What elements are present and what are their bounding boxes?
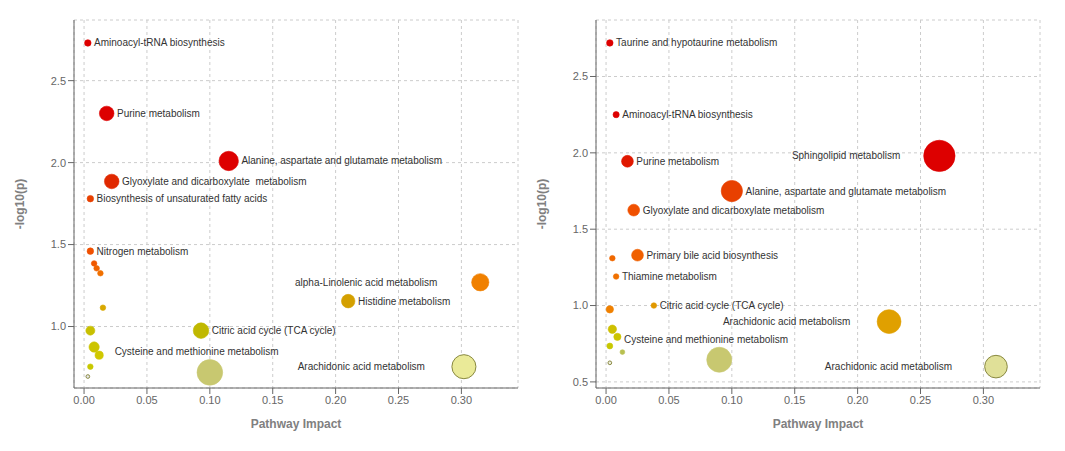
svg-text:Cysteine and methionine metabo: Cysteine and methionine metabolism: [624, 334, 788, 345]
svg-text:Sphingolipid metabolism: Sphingolipid metabolism: [792, 150, 900, 161]
svg-text:0.15: 0.15: [784, 394, 805, 406]
svg-text:2.0: 2.0: [51, 157, 66, 169]
svg-text:Cysteine and methionine metabo: Cysteine and methionine metabolism: [115, 346, 279, 357]
svg-text:Histidine metabolism: Histidine metabolism: [358, 296, 450, 307]
svg-text:1.0: 1.0: [51, 320, 66, 332]
svg-text:Primary bile acid biosynthesis: Primary bile acid biosynthesis: [646, 250, 778, 261]
svg-text:1.5: 1.5: [51, 238, 66, 250]
svg-text:-log10(p): -log10(p): [13, 179, 27, 230]
svg-text:2.5: 2.5: [573, 70, 588, 82]
svg-text:-log10(p): -log10(p): [535, 179, 549, 230]
svg-text:0.5: 0.5: [573, 376, 588, 388]
svg-text:1.5: 1.5: [573, 223, 588, 235]
svg-text:Alanine, aspartate and glutama: Alanine, aspartate and glutamate metabol…: [745, 186, 946, 197]
svg-text:Purine metabolism: Purine metabolism: [117, 108, 200, 119]
svg-text:Thiamine metabolism: Thiamine metabolism: [622, 271, 717, 282]
svg-text:1.0: 1.0: [573, 299, 588, 311]
svg-text:Nitrogen metabolism: Nitrogen metabolism: [97, 246, 189, 257]
svg-text:0.15: 0.15: [262, 394, 283, 406]
svg-text:0.10: 0.10: [721, 394, 742, 406]
svg-text:Pathway Impact: Pathway Impact: [773, 417, 864, 431]
svg-text:0.05: 0.05: [136, 394, 157, 406]
svg-text:Citric acid cycle (TCA cycle): Citric acid cycle (TCA cycle): [212, 325, 336, 336]
svg-text:Citric acid cycle (TCA cycle): Citric acid cycle (TCA cycle): [660, 300, 784, 311]
svg-text:Pathway Impact: Pathway Impact: [251, 417, 342, 431]
svg-text:Taurine and hypotaurine metabo: Taurine and hypotaurine metabolism: [616, 37, 777, 48]
svg-text:0.00: 0.00: [73, 394, 94, 406]
svg-text:Aminoacyl-tRNA biosynthesis: Aminoacyl-tRNA biosynthesis: [622, 109, 753, 120]
svg-text:0.20: 0.20: [325, 394, 346, 406]
svg-text:0.30: 0.30: [451, 394, 472, 406]
svg-text:0.25: 0.25: [910, 394, 931, 406]
svg-text:0.25: 0.25: [388, 394, 409, 406]
svg-text:0.10: 0.10: [199, 394, 220, 406]
svg-text:0.05: 0.05: [658, 394, 679, 406]
svg-text:0.30: 0.30: [973, 394, 994, 406]
svg-text:Arachidonic acid metabolism: Arachidonic acid metabolism: [298, 361, 425, 372]
svg-text:0.00: 0.00: [595, 394, 616, 406]
svg-text:2.5: 2.5: [51, 75, 66, 87]
svg-text:2.0: 2.0: [573, 147, 588, 159]
svg-text:Purine metabolism: Purine metabolism: [636, 156, 719, 167]
svg-text:Aminoacyl-tRNA biosynthesis: Aminoacyl-tRNA biosynthesis: [94, 37, 225, 48]
svg-text:Arachidonic acid metabolism: Arachidonic acid metabolism: [825, 361, 955, 372]
svg-text:Biosynthesis of unsaturated fa: Biosynthesis of unsaturated fatty acids: [97, 193, 268, 204]
svg-text:Glyoxylate and dicarboxylate m: Glyoxylate and dicarboxylate metabolism: [643, 205, 825, 216]
svg-text:alpha-Linolenic acid metabolis: alpha-Linolenic acid metabolism: [295, 277, 437, 288]
svg-text:0.20: 0.20: [847, 394, 868, 406]
svg-text:Alanine, aspartate and glutama: Alanine, aspartate and glutamate metabol…: [241, 155, 442, 166]
svg-text:Arachidonic acid metabolism: Arachidonic acid metabolism: [723, 316, 850, 327]
svg-text:Glyoxylate and dicarboxylate: Glyoxylate and dicarboxylate metabolism: [122, 176, 307, 187]
